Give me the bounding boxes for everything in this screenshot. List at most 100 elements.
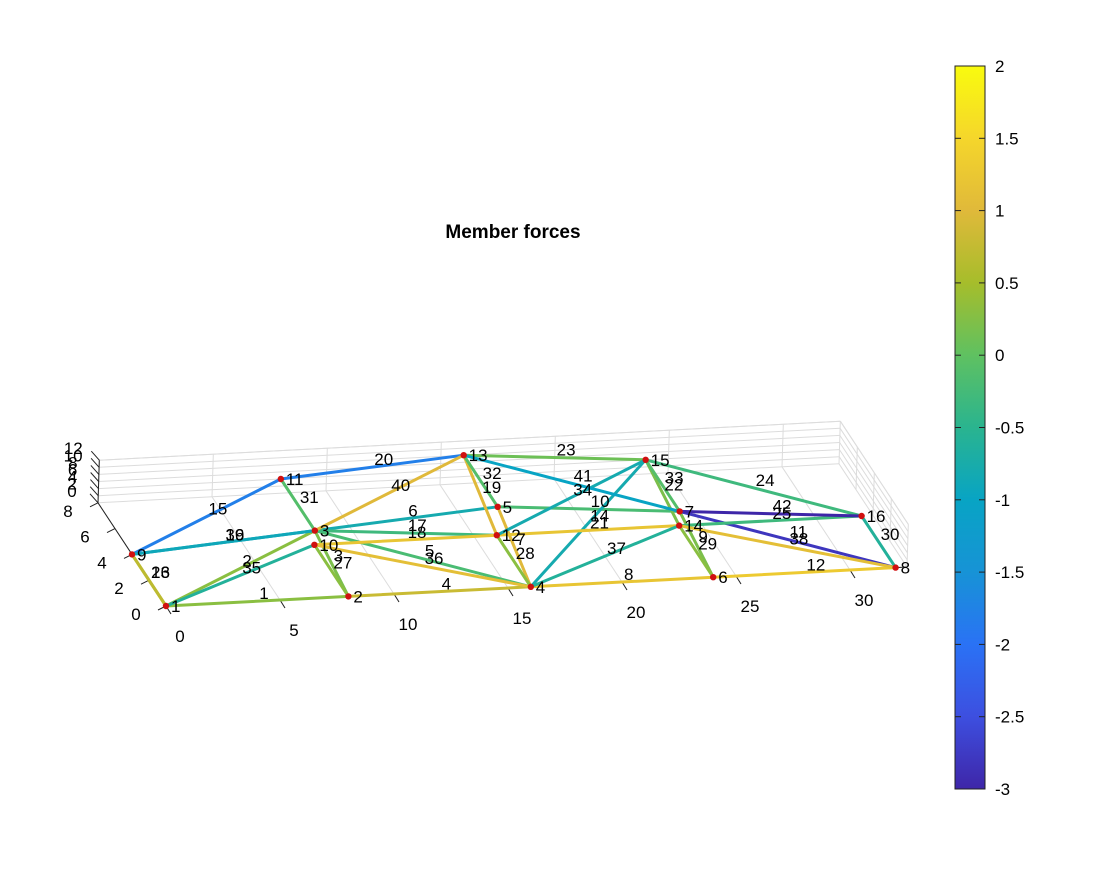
node-8 bbox=[892, 564, 899, 571]
y-tick-label: 8 bbox=[63, 502, 72, 521]
node-7 bbox=[676, 508, 683, 515]
member-42 bbox=[678, 509, 864, 518]
z-tick-label: 0 bbox=[67, 482, 76, 501]
member-label-33: 33 bbox=[665, 469, 684, 488]
z-tick-label: 4 bbox=[68, 468, 77, 487]
node-label-3: 3 bbox=[320, 522, 329, 541]
member-37 bbox=[529, 524, 681, 589]
node-10 bbox=[311, 541, 318, 548]
z-tick-mark bbox=[90, 472, 100, 482]
member-label-27: 27 bbox=[333, 554, 352, 573]
member-label-42: 42 bbox=[773, 497, 792, 516]
member-19 bbox=[462, 453, 499, 537]
member-27 bbox=[312, 543, 350, 598]
colorbar-tick-label: 0.5 bbox=[995, 274, 1019, 293]
node-label-13: 13 bbox=[469, 446, 488, 465]
z-tick-label: 10 bbox=[64, 446, 83, 465]
node-1 bbox=[162, 602, 170, 610]
member-30 bbox=[860, 514, 898, 570]
y-tick-label: 2 bbox=[114, 579, 123, 598]
member-label-1: 1 bbox=[259, 584, 268, 603]
node-label-10: 10 bbox=[319, 536, 338, 555]
member-label-38: 38 bbox=[789, 530, 808, 549]
y-tick-mark bbox=[106, 528, 116, 534]
node-label-6: 6 bbox=[718, 568, 727, 587]
z-tick-mark bbox=[89, 486, 99, 497]
box-top-back bbox=[99, 420, 841, 461]
member-35 bbox=[164, 543, 316, 608]
member-12 bbox=[711, 566, 898, 579]
gridline-y-side bbox=[855, 446, 858, 490]
member-17 bbox=[313, 529, 499, 537]
node-layer bbox=[128, 452, 899, 610]
node-label-8: 8 bbox=[901, 559, 910, 578]
node-4 bbox=[527, 583, 534, 590]
member-29 bbox=[677, 524, 715, 579]
y-tick-label: 0 bbox=[131, 605, 140, 624]
member-label-17: 17 bbox=[408, 516, 427, 535]
node-3 bbox=[311, 527, 319, 534]
node-label-12: 12 bbox=[502, 526, 521, 545]
member-label-32: 32 bbox=[483, 464, 502, 483]
node-16 bbox=[858, 512, 865, 520]
node-label-11: 11 bbox=[286, 470, 304, 489]
member-label-13: 13 bbox=[151, 563, 170, 582]
x-tick-label: 15 bbox=[513, 609, 532, 628]
z-tick-label: 6 bbox=[68, 461, 77, 480]
member-label-25: 25 bbox=[772, 504, 791, 523]
y-tick-mark bbox=[89, 502, 99, 508]
gridline-y-side bbox=[872, 472, 875, 516]
node-label-2: 2 bbox=[353, 587, 362, 606]
colorbar-tick-label: 1 bbox=[995, 202, 1004, 221]
z-tick-mark bbox=[89, 493, 99, 504]
member-label-40: 40 bbox=[391, 476, 410, 495]
member-label-23: 23 bbox=[557, 441, 576, 460]
member-36 bbox=[312, 543, 533, 589]
node-label-14: 14 bbox=[684, 517, 703, 536]
member-label-36: 36 bbox=[425, 549, 444, 568]
gridline-y-side bbox=[906, 524, 909, 568]
member-10 bbox=[496, 505, 682, 513]
member-21 bbox=[495, 524, 681, 537]
x-tick-label: 20 bbox=[627, 603, 646, 622]
member-label-19: 19 bbox=[482, 478, 501, 497]
member-2 bbox=[164, 529, 317, 608]
member-39 bbox=[130, 529, 317, 556]
node-9 bbox=[128, 551, 136, 558]
member-14 bbox=[529, 458, 648, 589]
member-41 bbox=[462, 453, 682, 513]
member-layer bbox=[130, 453, 898, 608]
member-label-14: 14 bbox=[590, 506, 609, 525]
node-13 bbox=[460, 452, 467, 459]
member-label-39: 39 bbox=[225, 526, 244, 545]
node-label-15: 15 bbox=[651, 451, 670, 470]
y-tick-label: 6 bbox=[80, 528, 89, 547]
member-28 bbox=[495, 533, 533, 589]
node-2 bbox=[345, 593, 352, 600]
member-label-30: 30 bbox=[881, 525, 900, 544]
gridline-x-floor bbox=[211, 496, 281, 601]
grid-layer bbox=[97, 420, 909, 607]
gridline-z bbox=[98, 456, 840, 497]
node-5 bbox=[494, 503, 501, 510]
member-1 bbox=[164, 594, 350, 608]
colorbar-tick-label: 2 bbox=[995, 57, 1004, 76]
member-6 bbox=[313, 505, 500, 533]
member-label-5: 5 bbox=[425, 542, 434, 561]
x-tick-label: 10 bbox=[399, 615, 418, 634]
member-label-11: 11 bbox=[790, 523, 808, 542]
member-label-28: 28 bbox=[516, 544, 535, 563]
node-14 bbox=[676, 522, 683, 529]
member-18 bbox=[312, 533, 499, 547]
member-label-6: 6 bbox=[408, 502, 417, 521]
member-label-26: 26 bbox=[151, 563, 170, 582]
z-tick-label: 12 bbox=[64, 439, 83, 458]
label-layer: 12 34567891011121314151617181920212223242… bbox=[137, 441, 910, 617]
node-label-7: 7 bbox=[685, 502, 694, 521]
node-label-5: 5 bbox=[503, 498, 512, 517]
colorbar-tick-label: -3 bbox=[995, 780, 1010, 799]
member-label-35: 35 bbox=[242, 558, 261, 577]
member-26 bbox=[130, 552, 168, 608]
